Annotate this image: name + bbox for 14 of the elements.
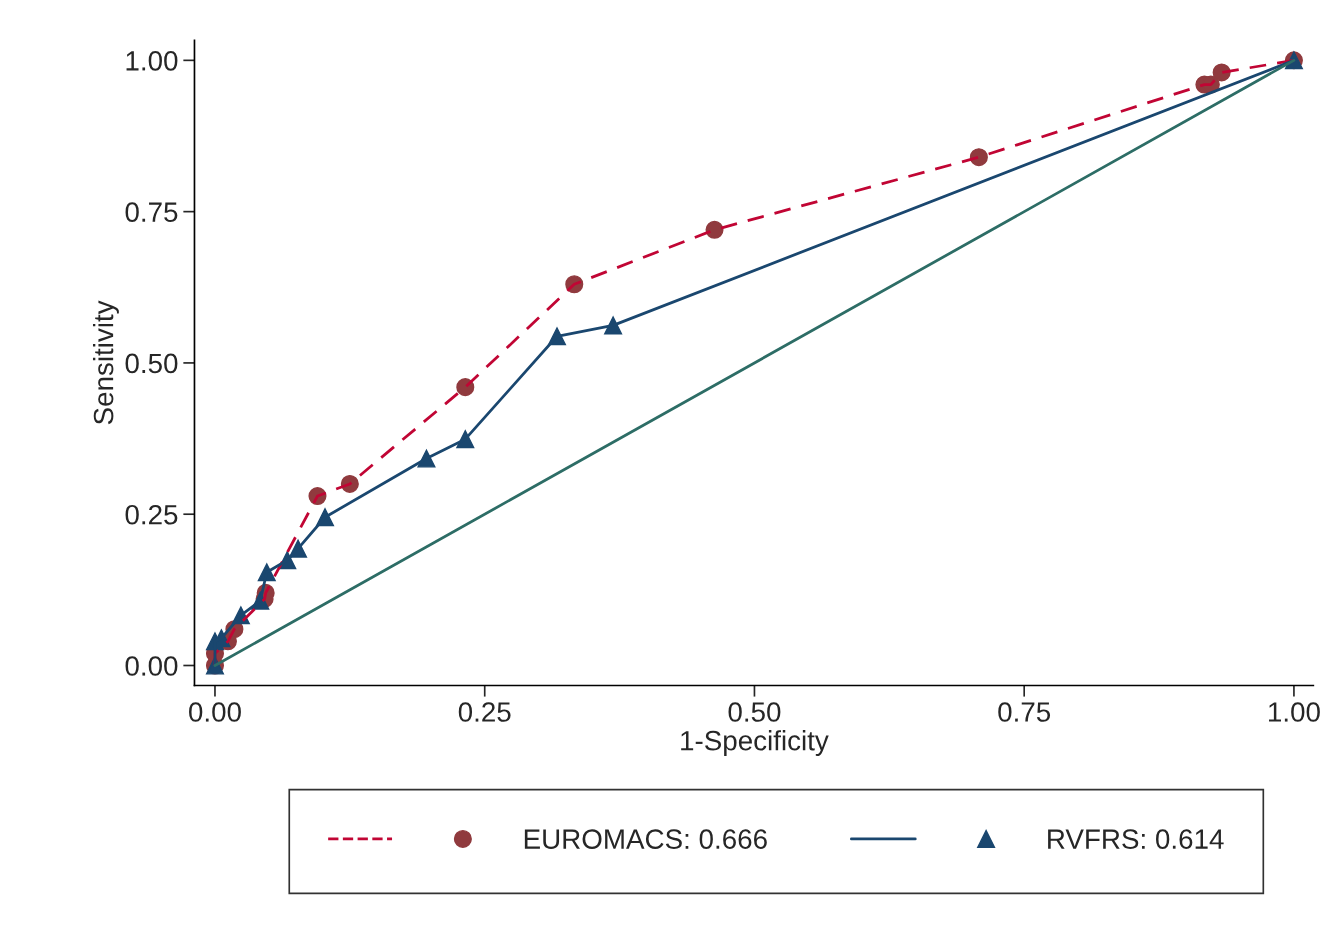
y-tick-label: 0.75 xyxy=(125,202,178,222)
y-tick-label: 1.00 xyxy=(126,51,178,71)
x-tick-label: 1.00 xyxy=(1269,702,1320,722)
y-tick-label: 0.50 xyxy=(125,353,178,374)
x-tick-label: 0.50 xyxy=(728,702,781,722)
y-tick-label: 0.00 xyxy=(125,656,178,676)
y-tick-label: 0.25 xyxy=(125,504,178,525)
legend-label: RVFRS: 0.614 xyxy=(1048,829,1224,849)
x-tick-label: 0.75 xyxy=(998,702,1051,722)
legend-label: EUROMACS: 0.666 xyxy=(524,829,767,849)
y-axis-title: Sensitivity xyxy=(92,300,119,425)
x-tick-label: 0.00 xyxy=(189,702,241,722)
x-axis-title: 1-Specificity xyxy=(681,730,829,757)
x-tick-label: 0.25 xyxy=(458,702,511,722)
